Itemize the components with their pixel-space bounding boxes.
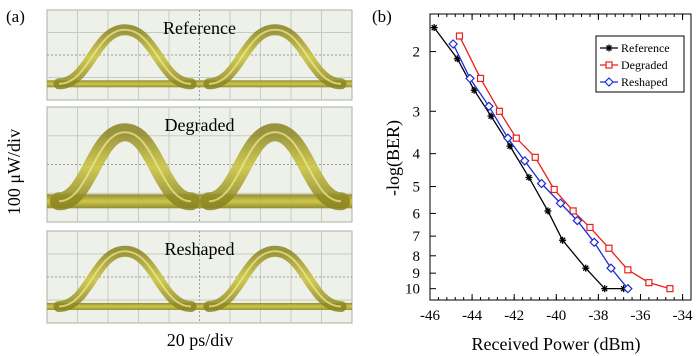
x-tick-label: -46 <box>420 308 440 324</box>
data-point <box>605 244 613 252</box>
data-point <box>448 39 459 49</box>
data-point <box>470 86 478 94</box>
data-point <box>582 264 590 272</box>
y-tick-label: 9 <box>413 266 421 282</box>
eye-xlabel: 20 ps/div <box>167 330 234 350</box>
data-point <box>503 133 513 143</box>
data-point <box>476 74 485 83</box>
data-point <box>589 237 600 248</box>
data-point <box>455 32 464 40</box>
panel-a-label: (a) <box>6 7 25 26</box>
data-point <box>555 198 566 209</box>
data-point <box>572 215 583 226</box>
data-point <box>484 101 494 112</box>
plot-frame <box>429 13 692 301</box>
panel-b-label: (b) <box>372 7 392 26</box>
eye-panel-degraded: Degraded <box>46 106 353 223</box>
data-point <box>586 223 594 232</box>
eye-pulse-highlight <box>58 250 192 308</box>
eye-panel-reshaped: Reshaped <box>46 230 353 324</box>
y-tick-label: 2 <box>413 45 421 61</box>
y-tick-label: 10 <box>405 282 420 298</box>
legend-label: Reshaped <box>621 75 668 89</box>
data-point <box>495 107 504 115</box>
eye-ylabel: 100 μW/div <box>4 129 24 215</box>
chart-xlabel: Received Power (dBm) <box>472 334 641 355</box>
eye-pulse-highlight <box>208 28 342 85</box>
chart-ylabel: -log(BER) <box>383 120 404 196</box>
data-point <box>430 24 438 32</box>
x-tick-label: -40 <box>546 308 566 324</box>
y-tick-label: 4 <box>413 147 421 163</box>
data-point <box>559 236 567 244</box>
data-point <box>569 207 577 215</box>
data-point <box>544 207 552 215</box>
eye-diagram-panel: Reference Degraded Reshaped <box>46 9 353 324</box>
eye-panel-label: Reference <box>163 18 236 38</box>
data-point <box>512 134 520 142</box>
data-point <box>465 73 475 84</box>
data-point <box>506 142 514 150</box>
data-point <box>604 77 614 87</box>
eye-baseline <box>47 80 352 88</box>
eye-pulse-highlight <box>58 131 192 203</box>
y-tick-label: 6 <box>413 206 421 222</box>
data-point <box>519 156 530 166</box>
data-point <box>624 266 632 274</box>
data-point <box>645 279 653 287</box>
data-point <box>623 283 633 294</box>
x-tick-label: -36 <box>630 308 650 324</box>
y-tick-label: 7 <box>413 229 421 245</box>
x-tick-label: -44 <box>462 308 482 324</box>
legend-label: Degraded <box>621 58 668 72</box>
eye-pulse-highlight <box>208 250 342 308</box>
data-point <box>550 185 558 194</box>
y-tick-label: 3 <box>413 104 421 120</box>
data-point <box>666 285 674 293</box>
data-point <box>487 112 495 120</box>
eye-panel-label: Degraded <box>165 115 235 135</box>
eye-panel-label: Reshaped <box>165 239 235 259</box>
series-line-reference <box>433 27 624 290</box>
legend-label: Reference <box>621 41 670 55</box>
x-tick-label: -34 <box>673 308 693 324</box>
x-tick-label: -42 <box>504 308 524 324</box>
data-point <box>601 285 609 293</box>
eye-pulse-highlight <box>208 131 342 203</box>
y-tick-label: 5 <box>413 180 421 196</box>
data-point <box>606 263 616 273</box>
eye-pulse-highlight <box>58 28 192 85</box>
y-tick-label: 8 <box>413 249 421 265</box>
eye-baseline <box>47 302 352 310</box>
x-tick-label: -38 <box>588 308 608 324</box>
data-point <box>605 44 613 52</box>
data-point <box>531 153 539 161</box>
data-point <box>536 178 547 189</box>
data-point <box>525 173 533 181</box>
eye-panel-reference: Reference <box>46 9 353 101</box>
data-point <box>605 61 613 69</box>
